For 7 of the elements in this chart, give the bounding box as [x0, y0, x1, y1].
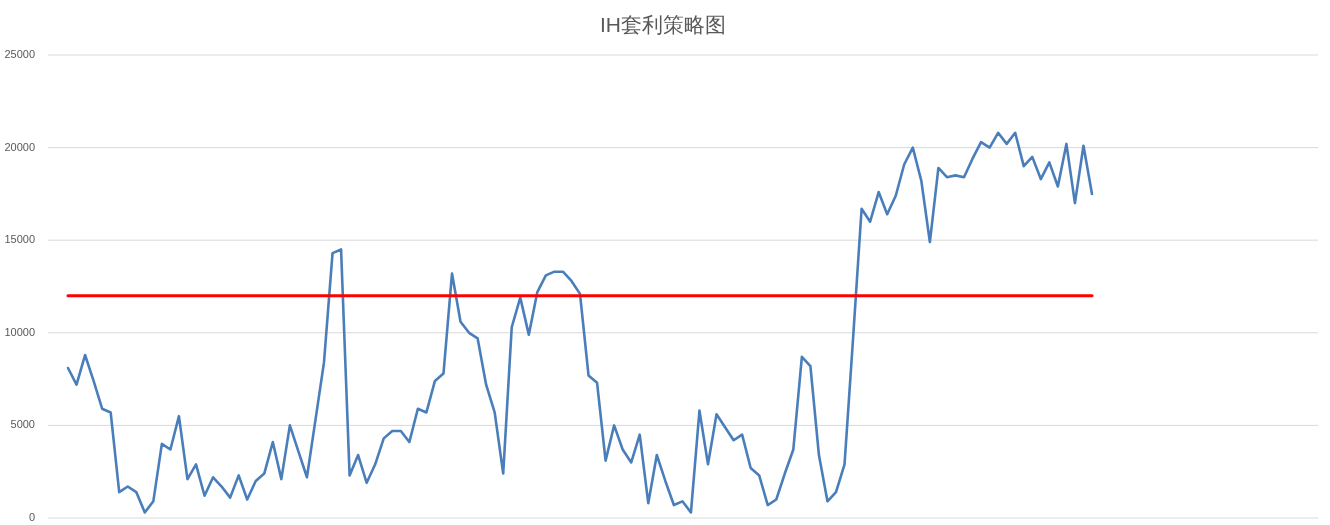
y-tick-label: 10000: [4, 325, 35, 338]
y-tick-label: 5000: [10, 418, 35, 431]
y-tick-label: 20000: [4, 140, 35, 153]
y-tick-label: 25000: [4, 47, 35, 60]
y-tick-label: 0: [28, 510, 35, 523]
chart-title: IH套利策略图: [600, 13, 726, 36]
y-tick-label: 15000: [4, 233, 35, 246]
